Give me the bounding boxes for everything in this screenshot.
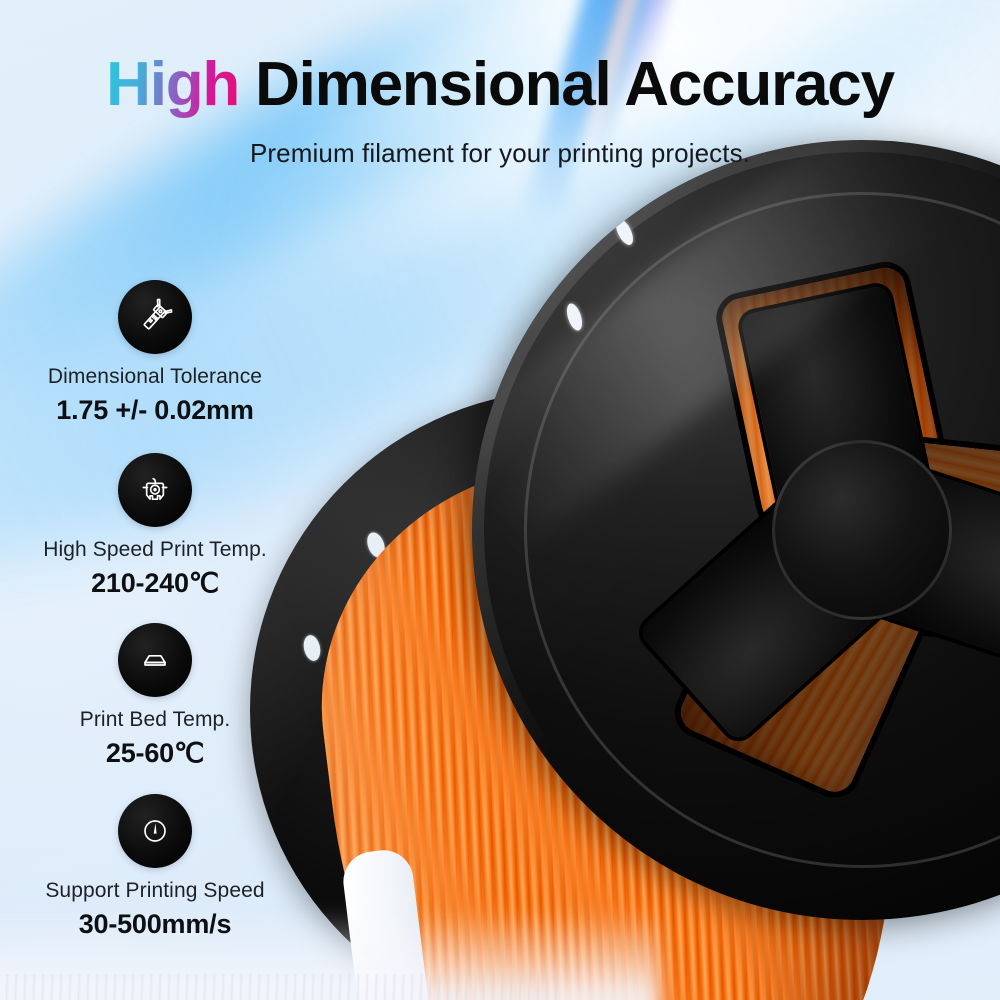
feature-value: 25-60℃ — [105, 738, 205, 769]
feature-value: 210-240℃ — [91, 567, 219, 598]
feature-label: High Speed Print Temp. — [43, 537, 267, 561]
background-bottom-haze — [0, 910, 660, 1000]
feature-item-printing-speed: Support Printing Speed 30-500mm/s — [0, 793, 310, 941]
feature-value: 1.75 +/- 0.02mm — [56, 395, 254, 426]
feature-item-print-temperature: High Speed Print Temp. 210-240℃ — [0, 452, 310, 600]
headline-highlight-word: High — [106, 50, 240, 119]
feature-item-bed-temperature: Print Bed Temp. 25-60℃ — [0, 623, 310, 770]
feature-label: Dimensional Tolerance — [47, 365, 263, 388]
feature-label: Support Printing Speed — [45, 878, 265, 902]
extruder-nozzle-icon — [118, 452, 192, 527]
background-bottom-texture — [0, 974, 560, 1000]
feature-label: Print Bed Temp. — [79, 708, 231, 732]
feature-value: 30-500mm/s — [78, 908, 232, 939]
page-title: High Dimensional Accuracy — [0, 52, 1000, 117]
speedometer-icon — [118, 793, 192, 868]
headline-rest: Dimensional Accuracy — [239, 50, 895, 119]
print-bed-icon — [118, 623, 192, 698]
caliper-icon — [118, 280, 192, 354]
page-subtitle: Premium filament for your printing proje… — [249, 138, 751, 168]
feature-item-dimensional-tolerance: Dimensional Tolerance 1.75 +/- 0.02mm — [0, 280, 310, 427]
feature-list: Dimensional Tolerance 1.75 +/- 0.02mm — [0, 280, 310, 962]
